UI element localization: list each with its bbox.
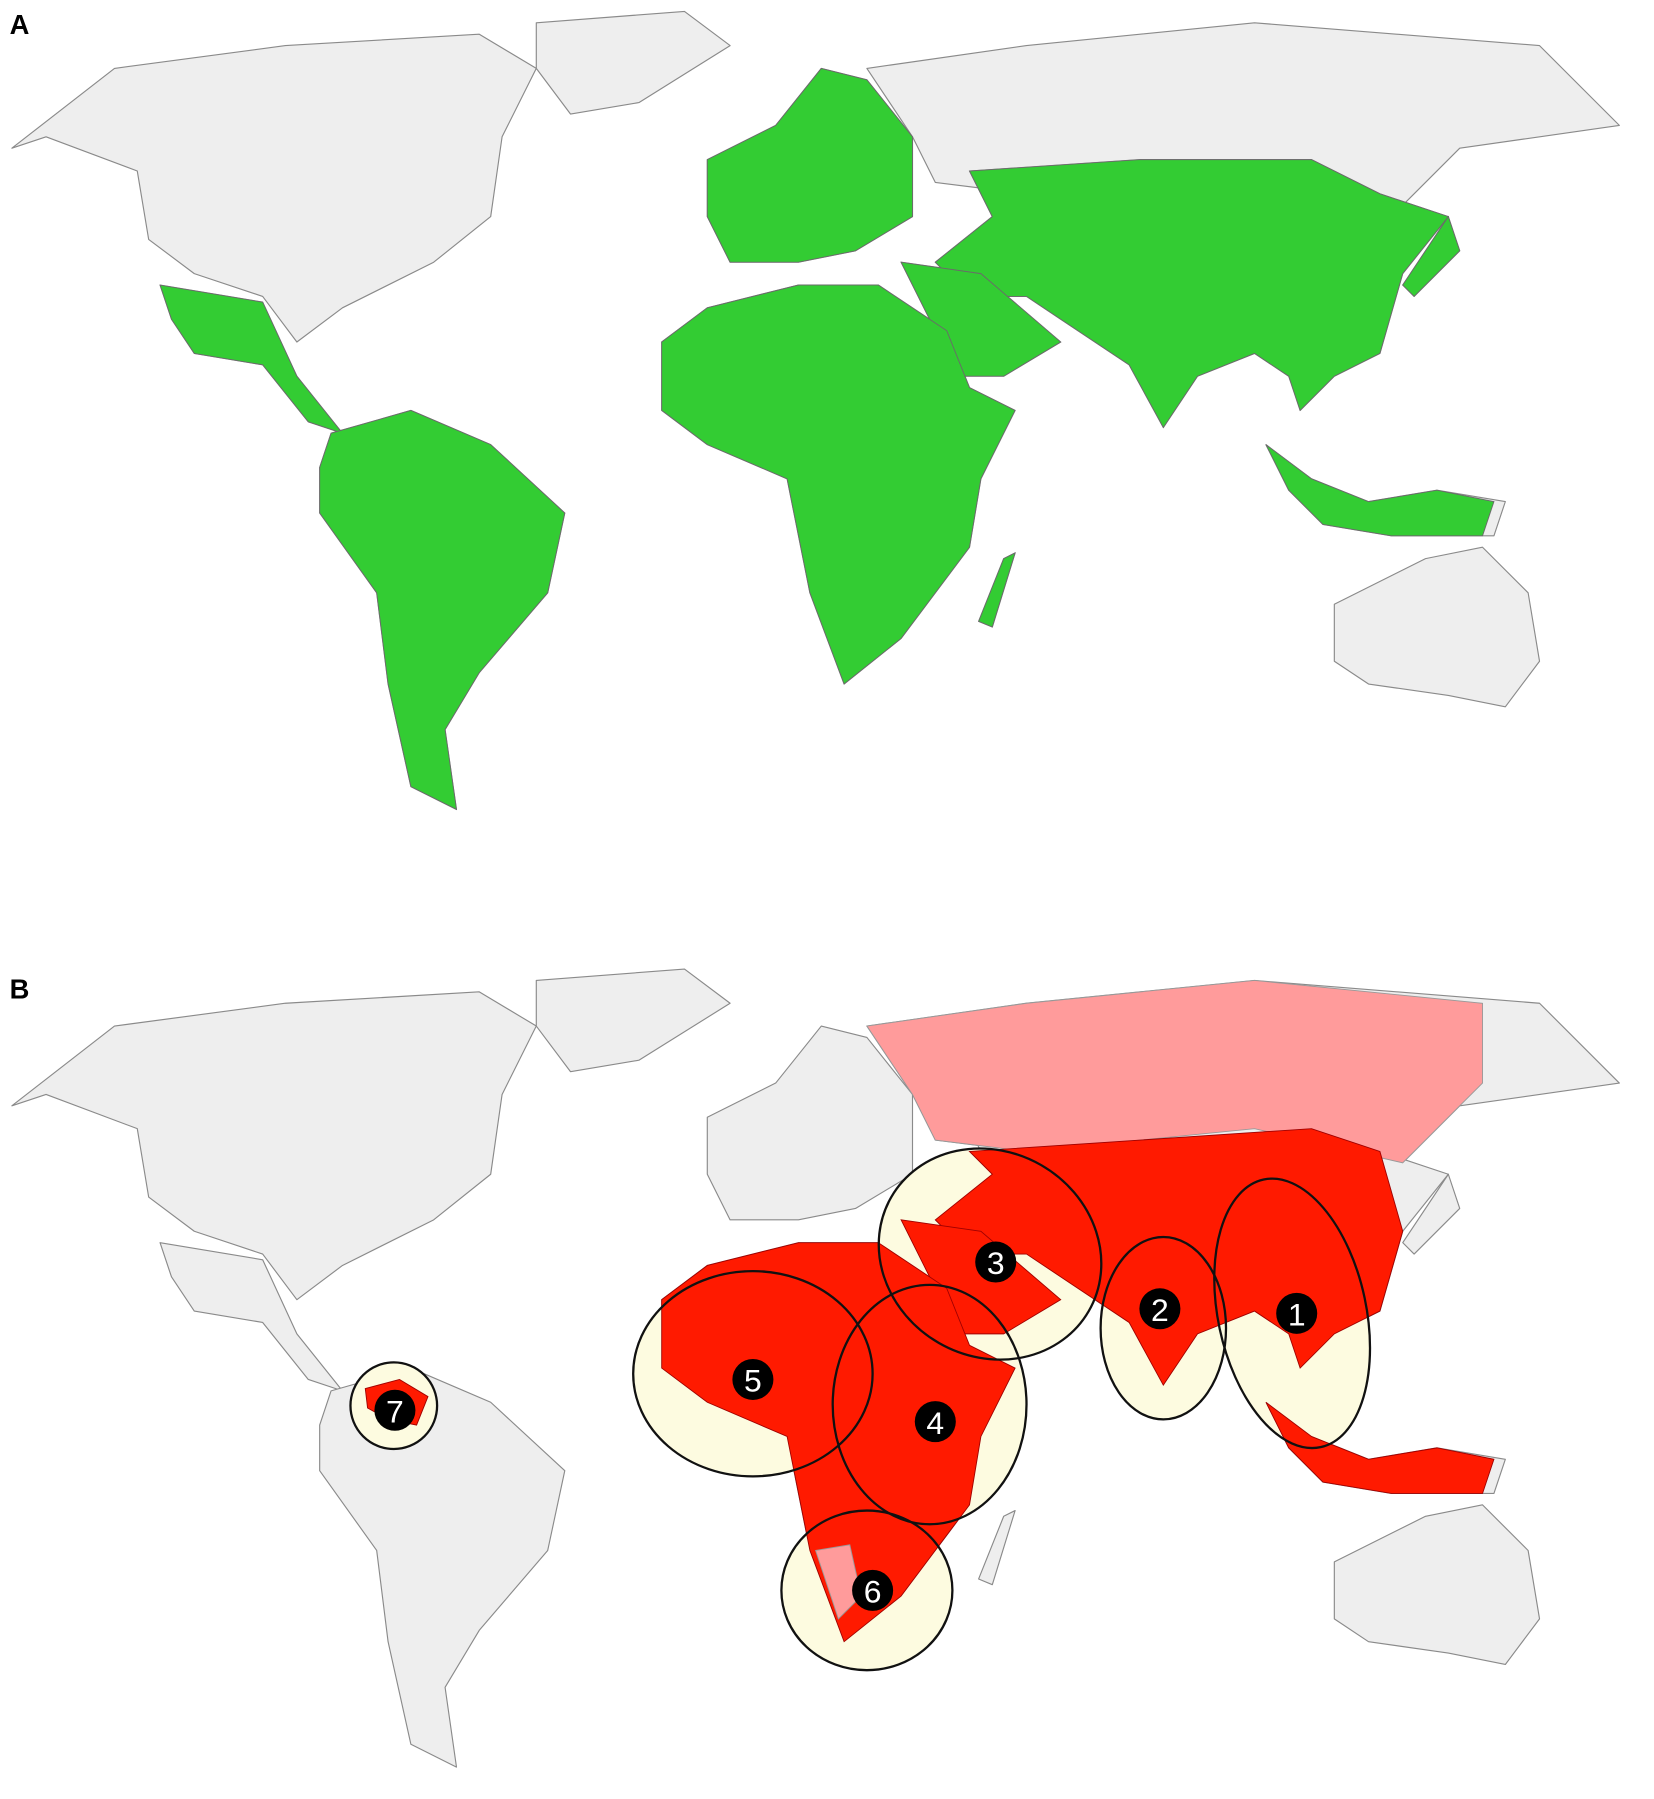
panel-b: B (10, 968, 1620, 1768)
zone-outlines (349, 1147, 1372, 1672)
region-number: 3 (987, 1245, 1005, 1281)
region-number: 6 (864, 1574, 882, 1610)
panel-a: A (10, 9, 1620, 811)
region-number: 5 (744, 1363, 762, 1399)
region-number: 7 (386, 1393, 404, 1429)
highlighted-countries (159, 67, 1495, 811)
region-number: 2 (1151, 1292, 1169, 1328)
region-markers: 1 2 3 4 5 6 7 (374, 1241, 1318, 1611)
panel-label: A (10, 9, 30, 40)
region-number: 4 (926, 1405, 944, 1441)
region-number: 1 (1288, 1296, 1306, 1332)
panel-label: B (10, 974, 30, 1005)
